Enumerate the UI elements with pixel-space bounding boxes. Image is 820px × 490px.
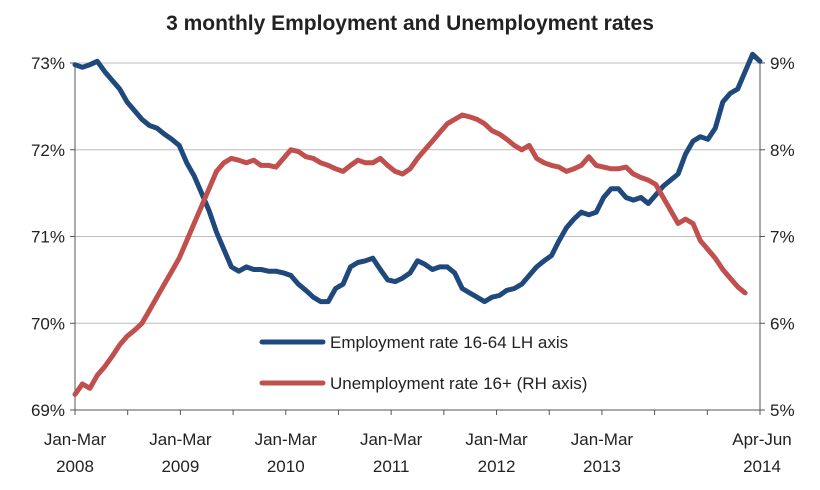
y-left-tick-label: 70% (31, 314, 65, 333)
x-tick-label-year: 2011 (373, 457, 410, 476)
y-left-tick-label: 71% (31, 228, 65, 247)
y-right-tick-label: 6% (770, 314, 795, 333)
x-tick-label-year: 2008 (56, 457, 94, 476)
x-tick-label-period: Jan-Mar (571, 430, 634, 449)
x-tick-label: Jan-Mar 2012 (465, 430, 528, 476)
y-left-tick-label: 72% (31, 141, 65, 160)
x-tick-label-period: Apr-Jun (732, 430, 792, 449)
x-tick-label: Jan-Mar 2009 (149, 430, 212, 476)
x-tick-label-year: 2013 (583, 457, 621, 476)
x-tick-label: Jan-Mar 2010 (255, 430, 318, 476)
x-tick-label-period: Jan-Mar (465, 430, 528, 449)
unemployment-rate-line (72, 112, 748, 397)
axes: 69%70%71%72%73%5%6%7%8%9%Jan-Mar2008Jan-… (31, 54, 795, 476)
x-tick-label: Jan-Mar 2013 (571, 430, 634, 476)
x-tick-label-year: 2014 (743, 457, 781, 476)
legend-label: Unemployment rate 16+ (RH axis) (330, 374, 587, 393)
y-right-tick-label: 8% (770, 141, 795, 160)
x-tick-label-year: 2010 (267, 457, 305, 476)
y-left-tick-label: 69% (31, 401, 65, 420)
y-left-tick-label: 73% (31, 54, 65, 73)
employment-rate-line (72, 51, 763, 305)
legend-label: Employment rate 16-64 LH axis (330, 333, 568, 352)
y-right-tick-label: 5% (770, 401, 795, 420)
x-tick-label-period: Jan-Mar (255, 430, 318, 449)
legend: Employment rate 16-64 LH axis Unemploymen… (259, 333, 587, 393)
x-tick-label: Jan-Mar 2008 (44, 430, 107, 476)
x-tick-label-year: 2009 (161, 457, 199, 476)
chart-title: 3 monthly Employment and Unemployment ra… (166, 12, 654, 35)
series-lines (72, 51, 763, 397)
x-tick-label: Apr-Jun 2014 (732, 430, 792, 476)
y-right-tick-label: 9% (770, 54, 795, 73)
x-tick-label-period: Jan-Mar (360, 430, 423, 449)
x-tick-label: Jan-Mar 2011 (360, 430, 423, 476)
x-tick-label-period: Jan-Mar (44, 430, 107, 449)
y-right-tick-label: 7% (770, 228, 795, 247)
x-tick-label-period: Jan-Mar (149, 430, 212, 449)
x-tick-label-year: 2012 (478, 457, 516, 476)
